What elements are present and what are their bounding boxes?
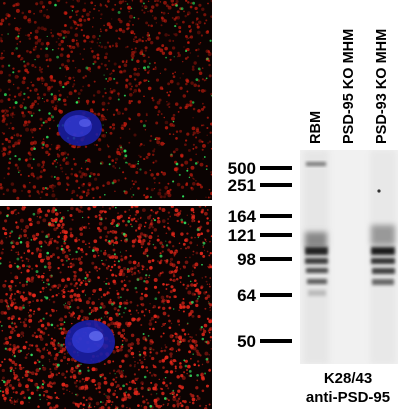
marker-label-64: 64	[237, 286, 256, 305]
lane-label-rbm: RBM	[308, 110, 324, 144]
lane-label-psd93-ko: PSD-93 KO MHM	[374, 28, 390, 144]
micrograph-top-image	[0, 0, 212, 200]
micrograph-bottom-image	[0, 206, 212, 409]
marker-tick-251	[260, 183, 292, 187]
micrograph-top-panel	[0, 0, 212, 200]
marker-tick-164	[260, 214, 292, 218]
marker-label-251: 251	[227, 176, 256, 195]
blot-bands	[300, 150, 398, 364]
marker-label-121: 121	[227, 226, 256, 245]
marker-label-500: 500	[227, 159, 256, 178]
marker-tick-98	[260, 257, 292, 261]
lane-label-psd95-ko: PSD-95 KO MHM	[341, 28, 357, 144]
marker-tick-500	[260, 166, 292, 170]
marker-label-98: 98	[237, 250, 256, 269]
western-blot-panel: RBM PSD-95 KO MHM PSD-93 KO MHM 500 251 …	[212, 0, 400, 409]
blot-caption-antibody-name: anti-PSD-95	[305, 389, 391, 406]
marker-label-50: 50	[237, 332, 256, 351]
blot-caption-antibody-id: K28/43	[323, 370, 373, 387]
blot-membrane	[300, 150, 398, 364]
marker-tick-121	[260, 233, 292, 237]
marker-tick-50	[260, 339, 292, 343]
marker-tick-64	[260, 293, 292, 297]
micrograph-bottom-panel	[0, 206, 212, 409]
marker-label-164: 164	[227, 207, 256, 226]
